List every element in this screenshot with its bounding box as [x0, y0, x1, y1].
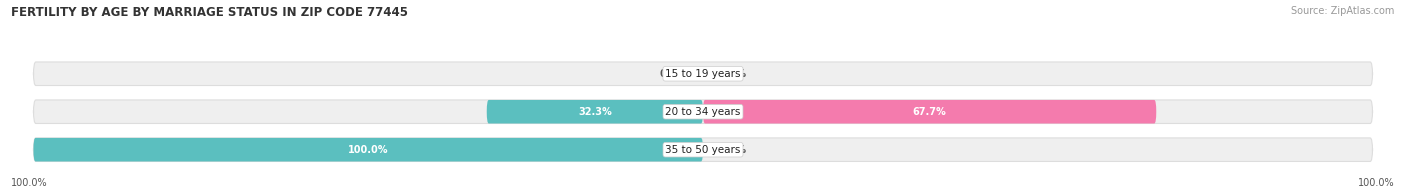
Text: 67.7%: 67.7%: [912, 107, 946, 117]
Text: 0.0%: 0.0%: [720, 69, 747, 79]
Text: 15 to 19 years: 15 to 19 years: [665, 69, 741, 79]
Text: 100.0%: 100.0%: [11, 178, 48, 188]
Text: 100.0%: 100.0%: [349, 145, 388, 155]
Text: 20 to 34 years: 20 to 34 years: [665, 107, 741, 117]
Text: FERTILITY BY AGE BY MARRIAGE STATUS IN ZIP CODE 77445: FERTILITY BY AGE BY MARRIAGE STATUS IN Z…: [11, 6, 408, 19]
Text: Source: ZipAtlas.com: Source: ZipAtlas.com: [1291, 6, 1395, 16]
Text: 0.0%: 0.0%: [659, 69, 686, 79]
Text: 32.3%: 32.3%: [578, 107, 612, 117]
Text: 0.0%: 0.0%: [720, 145, 747, 155]
FancyBboxPatch shape: [34, 100, 1372, 123]
FancyBboxPatch shape: [34, 62, 1372, 85]
Text: 100.0%: 100.0%: [1358, 178, 1395, 188]
FancyBboxPatch shape: [486, 100, 703, 123]
FancyBboxPatch shape: [34, 138, 703, 162]
FancyBboxPatch shape: [34, 138, 1372, 162]
FancyBboxPatch shape: [703, 100, 1156, 123]
Text: 35 to 50 years: 35 to 50 years: [665, 145, 741, 155]
